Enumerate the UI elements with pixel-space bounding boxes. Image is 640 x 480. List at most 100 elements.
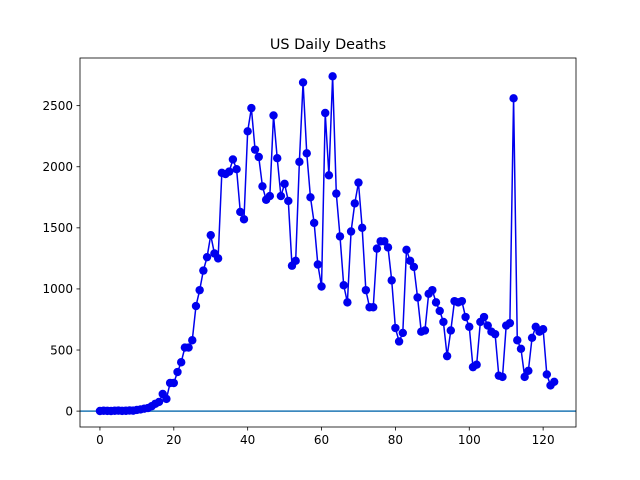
data-point [265, 191, 275, 201]
data-point [332, 189, 341, 198]
data-point [516, 344, 526, 353]
data-point [505, 318, 515, 328]
x-tick-label: 100 [458, 433, 481, 447]
data-point [162, 394, 171, 404]
data-point [394, 337, 404, 346]
data-point [188, 336, 197, 345]
data-point [169, 378, 179, 388]
data-point [328, 72, 337, 81]
data-point [184, 343, 193, 352]
data-point [513, 336, 522, 345]
data-point [387, 276, 396, 285]
data-point [479, 312, 489, 322]
y-tick-label: 2500 [42, 99, 73, 113]
data-point [236, 207, 245, 217]
data-point [273, 153, 282, 163]
x-tick-label: 40 [240, 433, 255, 447]
data-point [383, 243, 393, 252]
data-point [324, 171, 334, 180]
data-point [176, 358, 186, 367]
data-point [431, 298, 441, 307]
data-point [357, 223, 367, 233]
data-point [313, 260, 323, 269]
data-point [298, 78, 308, 87]
x-tick-label: 60 [314, 433, 329, 447]
data-point [247, 103, 256, 113]
data-point [442, 351, 452, 361]
data-point [306, 193, 315, 202]
data-point [199, 266, 208, 275]
data-point [520, 372, 529, 382]
x-tick-label: 80 [388, 433, 403, 447]
data-point [435, 306, 444, 316]
data-point [206, 230, 215, 240]
series-line [99, 75, 555, 412]
data-point [420, 326, 430, 335]
data-point [213, 254, 223, 263]
data-point [354, 178, 363, 187]
y-tick-label: 2000 [42, 160, 73, 174]
data-point [335, 232, 345, 241]
data-point [346, 227, 356, 236]
data-point [472, 360, 481, 369]
data-point [398, 328, 407, 338]
axes-frame [79, 57, 577, 428]
x-tick-label: 20 [166, 433, 181, 447]
chart-title: US Daily Deaths [270, 37, 386, 53]
data-point [284, 196, 293, 206]
data-point [339, 281, 348, 290]
data-point [461, 312, 470, 322]
data-point [446, 326, 455, 335]
y-tick-label: 0 [65, 404, 73, 418]
data-point [258, 182, 267, 191]
data-point [295, 157, 304, 167]
data-point [291, 256, 300, 266]
data-point [428, 285, 437, 295]
data-point [195, 285, 204, 295]
data-point [483, 321, 492, 330]
data-point [276, 191, 286, 201]
data-point [243, 127, 252, 136]
data-point [302, 149, 311, 158]
data-point [228, 155, 238, 164]
data-point [361, 285, 371, 295]
data-point [369, 303, 378, 312]
plot-area [80, 72, 576, 416]
data-point [439, 317, 448, 327]
data-point [524, 366, 533, 375]
data-point [269, 111, 278, 120]
data-point [527, 333, 537, 342]
data-point [232, 164, 241, 174]
x-tick-label: 120 [532, 433, 555, 447]
data-point [343, 298, 352, 307]
data-point [542, 370, 552, 379]
data-point [350, 199, 359, 208]
data-point [250, 145, 260, 154]
x-axis: 0 20 40 60 80 100 120 [96, 427, 555, 447]
data-point [225, 167, 234, 176]
data-point [409, 262, 419, 272]
data-point [173, 367, 182, 377]
data-point [317, 282, 326, 291]
data-point [391, 323, 400, 333]
data-point [413, 293, 422, 302]
data-point [402, 245, 411, 255]
y-tick-label: 1000 [42, 282, 73, 296]
data-point [465, 322, 474, 332]
data-point [254, 152, 263, 162]
data-point [498, 372, 507, 382]
data-point [538, 325, 548, 334]
y-axis: 0 500 1000 1500 2000 2500 [42, 99, 80, 418]
data-point [239, 215, 249, 224]
y-tick-label: 500 [50, 343, 73, 357]
data-point [280, 179, 289, 189]
y-tick-label: 1500 [42, 221, 73, 235]
data-point [509, 94, 518, 103]
data-point [550, 377, 559, 386]
x-tick-label: 0 [96, 433, 104, 447]
data-point [191, 301, 201, 311]
data-point [154, 397, 164, 407]
data-point [405, 256, 415, 266]
